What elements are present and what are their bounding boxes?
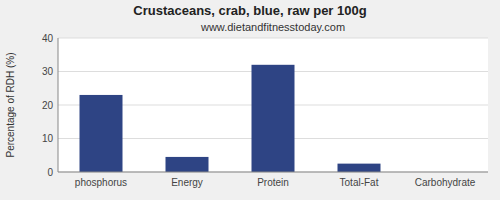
x-tick-label: Energy (171, 177, 203, 188)
y-tick-label: 40 (42, 33, 54, 44)
y-tick-label: 20 (42, 100, 54, 111)
y-tick-label: 10 (42, 133, 54, 144)
bar (80, 95, 123, 172)
grid-line (58, 38, 488, 39)
x-tick-label: phosphorus (75, 177, 127, 188)
page: {"chart_data": {"type": "bar", "title": … (0, 0, 500, 200)
bars (80, 65, 381, 172)
chart-svg: Crustaceans, crab, blue, raw per 100g www… (0, 0, 500, 200)
y-tick-label: 0 (47, 167, 53, 178)
y-tick-label: 30 (42, 66, 54, 77)
y-axis-label: Percentage of RDH (%) (5, 52, 16, 157)
bar (338, 164, 381, 172)
subtitle: www.dietandfitnesstoday.com (200, 21, 345, 33)
grid-line (58, 172, 488, 173)
x-tick-label: Protein (257, 177, 289, 188)
x-tick-label: Total-Fat (340, 177, 379, 188)
title: Crustaceans, crab, blue, raw per 100g (133, 3, 366, 18)
x-axis-line (58, 172, 488, 173)
background (0, 0, 500, 200)
chart-container: Crustaceans, crab, blue, raw per 100g www… (0, 0, 500, 200)
y-axis-line (58, 38, 59, 172)
plot-background (58, 38, 488, 172)
bar (252, 65, 295, 172)
x-tick-label: Carbohydrate (415, 177, 476, 188)
bar (166, 157, 209, 172)
